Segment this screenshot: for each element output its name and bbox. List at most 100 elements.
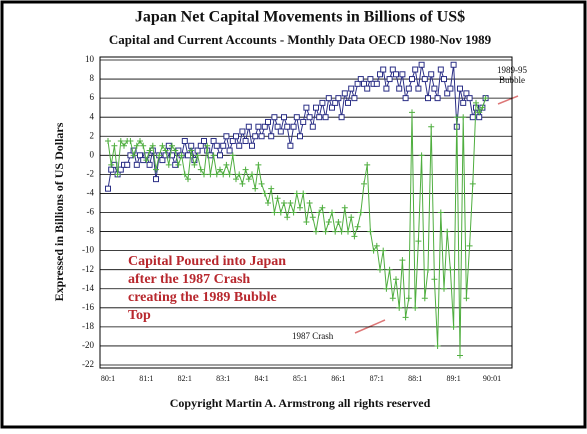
point bbox=[412, 304, 419, 311]
point bbox=[393, 276, 399, 283]
x-tick-label: 86:1 bbox=[331, 374, 345, 383]
point bbox=[377, 266, 383, 273]
point bbox=[466, 95, 473, 102]
point bbox=[306, 114, 313, 121]
point bbox=[233, 133, 239, 140]
point bbox=[277, 128, 284, 135]
point bbox=[114, 171, 121, 178]
y-tick-label: -6 bbox=[87, 207, 95, 217]
point bbox=[146, 147, 153, 154]
point bbox=[319, 99, 326, 106]
point bbox=[441, 285, 447, 292]
point bbox=[402, 314, 409, 321]
point bbox=[297, 204, 303, 211]
point bbox=[373, 242, 380, 249]
point bbox=[169, 142, 175, 149]
point bbox=[428, 123, 435, 130]
point bbox=[153, 176, 159, 183]
point bbox=[293, 190, 300, 197]
point bbox=[332, 228, 339, 235]
point bbox=[367, 228, 374, 235]
point bbox=[431, 85, 438, 92]
y-tick-label: 10 bbox=[85, 54, 95, 64]
point bbox=[335, 219, 342, 226]
point bbox=[425, 95, 431, 102]
point bbox=[229, 138, 236, 145]
x-tick-label: 89:1 bbox=[446, 374, 460, 383]
point bbox=[220, 142, 227, 149]
point bbox=[239, 128, 246, 135]
point bbox=[412, 66, 419, 73]
point bbox=[297, 133, 303, 140]
point bbox=[460, 99, 467, 106]
point bbox=[399, 71, 406, 78]
point bbox=[389, 66, 396, 73]
point bbox=[105, 138, 111, 145]
note: Capital Poured into Japan after the 1987… bbox=[128, 254, 286, 323]
point bbox=[217, 152, 223, 159]
point bbox=[271, 209, 278, 216]
point bbox=[207, 171, 214, 178]
point bbox=[316, 209, 323, 216]
point bbox=[194, 147, 201, 154]
point bbox=[226, 171, 233, 178]
point bbox=[226, 147, 233, 154]
annotation: Top bbox=[128, 308, 151, 323]
y-tick-label: -8 bbox=[87, 226, 95, 236]
point bbox=[463, 90, 470, 97]
y-tick-label: 8 bbox=[90, 73, 95, 83]
point bbox=[127, 138, 134, 145]
point bbox=[233, 176, 239, 183]
annotation: creating the 1989 Bubble bbox=[128, 290, 277, 305]
point bbox=[201, 138, 207, 145]
point bbox=[159, 157, 166, 164]
point bbox=[370, 247, 377, 254]
x-tick-label: 88:1 bbox=[408, 374, 422, 383]
y-tick-label: -10 bbox=[82, 245, 94, 255]
point bbox=[405, 295, 412, 302]
chart-title: Japan Net Capital Movements in Billions … bbox=[135, 9, 465, 26]
point bbox=[175, 161, 182, 168]
y-tick-label: -22 bbox=[82, 359, 94, 369]
point bbox=[345, 99, 351, 106]
x-tick-label: 90:01 bbox=[483, 374, 501, 383]
point bbox=[274, 123, 281, 130]
point bbox=[261, 123, 268, 130]
point bbox=[367, 76, 374, 83]
point bbox=[159, 142, 166, 149]
point bbox=[450, 323, 457, 330]
point bbox=[130, 152, 137, 159]
point bbox=[457, 352, 463, 359]
point bbox=[143, 157, 150, 164]
point bbox=[181, 171, 188, 178]
point bbox=[383, 285, 390, 292]
x-tick-label: 83:1 bbox=[216, 374, 230, 383]
point bbox=[277, 209, 284, 216]
point bbox=[217, 166, 223, 173]
point bbox=[287, 199, 294, 206]
point bbox=[204, 142, 211, 149]
point bbox=[450, 61, 457, 68]
point bbox=[402, 95, 409, 102]
point bbox=[338, 228, 345, 235]
point bbox=[351, 233, 358, 240]
point bbox=[415, 238, 422, 245]
point bbox=[281, 114, 287, 121]
point bbox=[329, 104, 335, 111]
point bbox=[348, 85, 355, 92]
x-tick-label: 80:1 bbox=[101, 374, 115, 383]
point bbox=[357, 209, 364, 216]
point bbox=[313, 104, 319, 111]
point bbox=[284, 123, 291, 130]
point bbox=[105, 185, 111, 192]
point bbox=[447, 85, 454, 92]
x-tick-label: 84:1 bbox=[254, 374, 268, 383]
point bbox=[341, 90, 348, 97]
point bbox=[415, 85, 422, 92]
point bbox=[265, 199, 271, 206]
x-tick-label: 85:1 bbox=[293, 374, 307, 383]
point bbox=[453, 114, 460, 121]
point bbox=[447, 266, 454, 273]
point bbox=[335, 95, 342, 102]
point bbox=[210, 152, 217, 159]
